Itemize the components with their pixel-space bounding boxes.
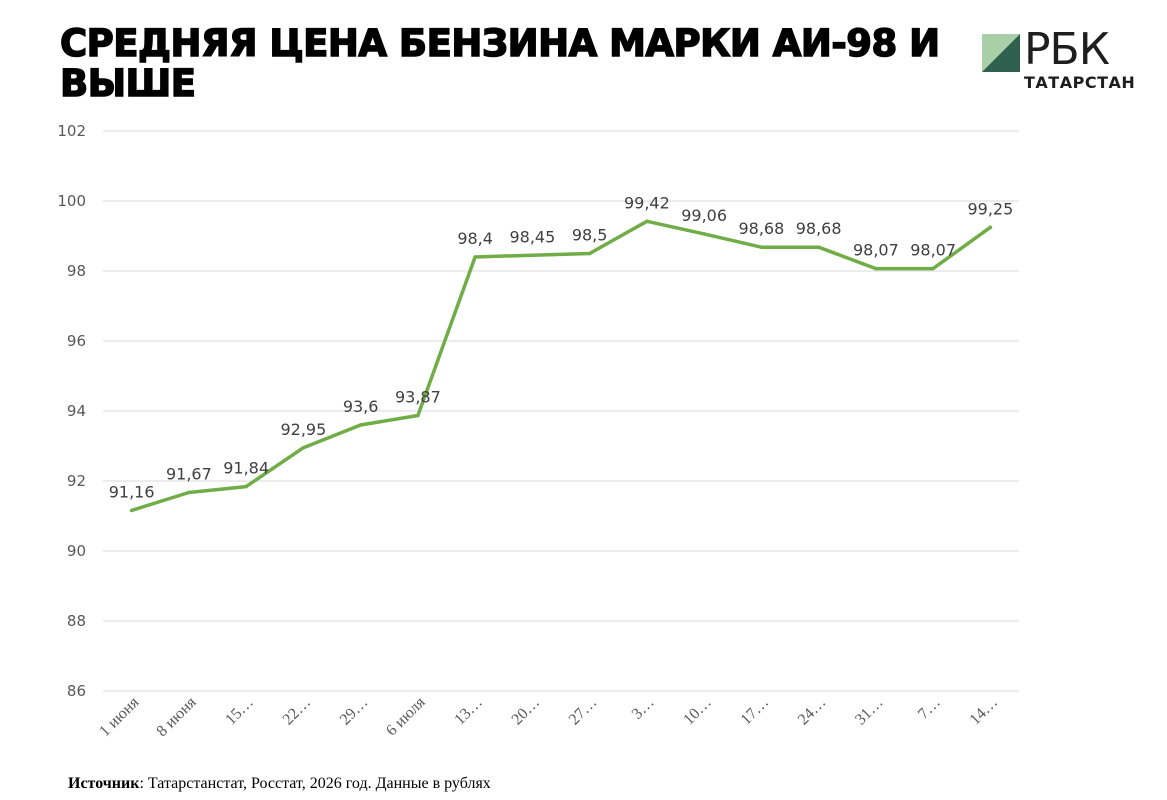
series-line-group bbox=[129, 219, 993, 513]
logo-mark-dark bbox=[982, 34, 1020, 72]
x-tick-label: 27… bbox=[566, 694, 601, 729]
x-tick-label: 20… bbox=[509, 694, 544, 729]
data-label: 98,68 bbox=[738, 219, 784, 238]
data-label: 91,16 bbox=[109, 482, 155, 501]
x-tick-label: 10… bbox=[680, 694, 715, 729]
y-tick-label: 90 bbox=[67, 542, 86, 560]
x-tick-label: 8 июня bbox=[153, 693, 200, 740]
x-tick-label: 22… bbox=[280, 694, 315, 729]
data-point bbox=[244, 484, 248, 489]
series-line bbox=[129, 219, 993, 513]
x-tick-label: 1 июня bbox=[96, 693, 143, 740]
data-point bbox=[702, 232, 706, 236]
y-tick-label: 102 bbox=[57, 122, 86, 140]
y-tick-label: 100 bbox=[57, 192, 86, 210]
data-point bbox=[530, 253, 535, 257]
rbc-logo: РБК ТАТАРСТАН bbox=[982, 26, 1142, 100]
data-label: 98,07 bbox=[910, 241, 956, 260]
data-label: 91,84 bbox=[223, 459, 269, 478]
x-tick-label: 15… bbox=[222, 694, 257, 729]
data-label: 99,42 bbox=[624, 193, 670, 212]
source-text: : Татарстанстат, Росстат, 2026 год. Данн… bbox=[139, 775, 491, 792]
data-point bbox=[587, 251, 592, 256]
y-tick-label: 94 bbox=[67, 402, 86, 420]
x-tick-label: 6 июля bbox=[383, 693, 429, 739]
x-tick-label: 17… bbox=[738, 694, 773, 729]
x-tick-label: 14… bbox=[967, 694, 1002, 729]
grid-lines bbox=[103, 130, 1019, 692]
data-point bbox=[416, 413, 420, 418]
data-label: 98,68 bbox=[796, 219, 842, 238]
x-tick-label: 29… bbox=[337, 694, 372, 729]
data-point bbox=[759, 245, 764, 249]
data-point bbox=[874, 266, 878, 271]
data-point bbox=[988, 225, 993, 229]
source-note: Источник: Татарстанстат, Росстат, 2026 г… bbox=[68, 774, 491, 794]
y-tick-label: 98 bbox=[67, 262, 86, 280]
x-tick-label: 7… bbox=[915, 694, 944, 723]
data-label: 91,67 bbox=[166, 465, 212, 484]
logo-mark-icon bbox=[982, 34, 1020, 72]
data-point bbox=[358, 423, 363, 427]
data-point bbox=[931, 266, 935, 271]
data-point bbox=[129, 508, 134, 513]
logo-text: РБК bbox=[1024, 24, 1110, 75]
data-label: 98,07 bbox=[853, 241, 899, 260]
data-point bbox=[816, 245, 821, 249]
data-label: 98,45 bbox=[509, 227, 555, 246]
data-label: 92,95 bbox=[280, 420, 326, 439]
x-tick-label: 3… bbox=[629, 694, 658, 723]
data-label: 93,87 bbox=[395, 388, 441, 407]
x-tick-label: 31… bbox=[852, 694, 887, 729]
x-tick-label: 13… bbox=[451, 694, 486, 729]
y-tick-label: 92 bbox=[67, 472, 86, 490]
data-point bbox=[473, 255, 477, 259]
y-axis-ticks: 86 88 90 92 94 96 98 100 102 bbox=[57, 122, 86, 700]
logo-subtitle: ТАТАРСТАН bbox=[1024, 73, 1136, 92]
data-label: 99,06 bbox=[681, 206, 727, 225]
data-label: 99,25 bbox=[967, 199, 1013, 218]
y-tick-label: 88 bbox=[67, 612, 86, 630]
source-label: Источник bbox=[68, 775, 140, 792]
data-point bbox=[301, 446, 306, 450]
data-points bbox=[129, 219, 993, 513]
x-axis-ticks: 1 июня 8 июня 15… 22… 29… 6 июля 13… 20… 27… 3… 10… bbox=[96, 693, 1001, 740]
page-title: СРЕДНЯЯ ЦЕНА БЕНЗИНА МАРКИ АИ-98 И ВЫШЕ bbox=[59, 22, 941, 105]
data-label: 98,5 bbox=[572, 226, 608, 245]
y-tick-label: 96 bbox=[67, 332, 86, 350]
data-point bbox=[187, 490, 191, 495]
data-point bbox=[645, 219, 649, 224]
data-label: 98,4 bbox=[457, 229, 493, 248]
data-labels: 91,16 91,67 91,84 92,95 93,6 93,87 98,4 98,45 98… bbox=[109, 193, 1014, 501]
y-tick-label: 86 bbox=[67, 682, 86, 700]
data-label: 93,6 bbox=[343, 397, 379, 416]
x-tick-label: 24… bbox=[795, 694, 830, 729]
